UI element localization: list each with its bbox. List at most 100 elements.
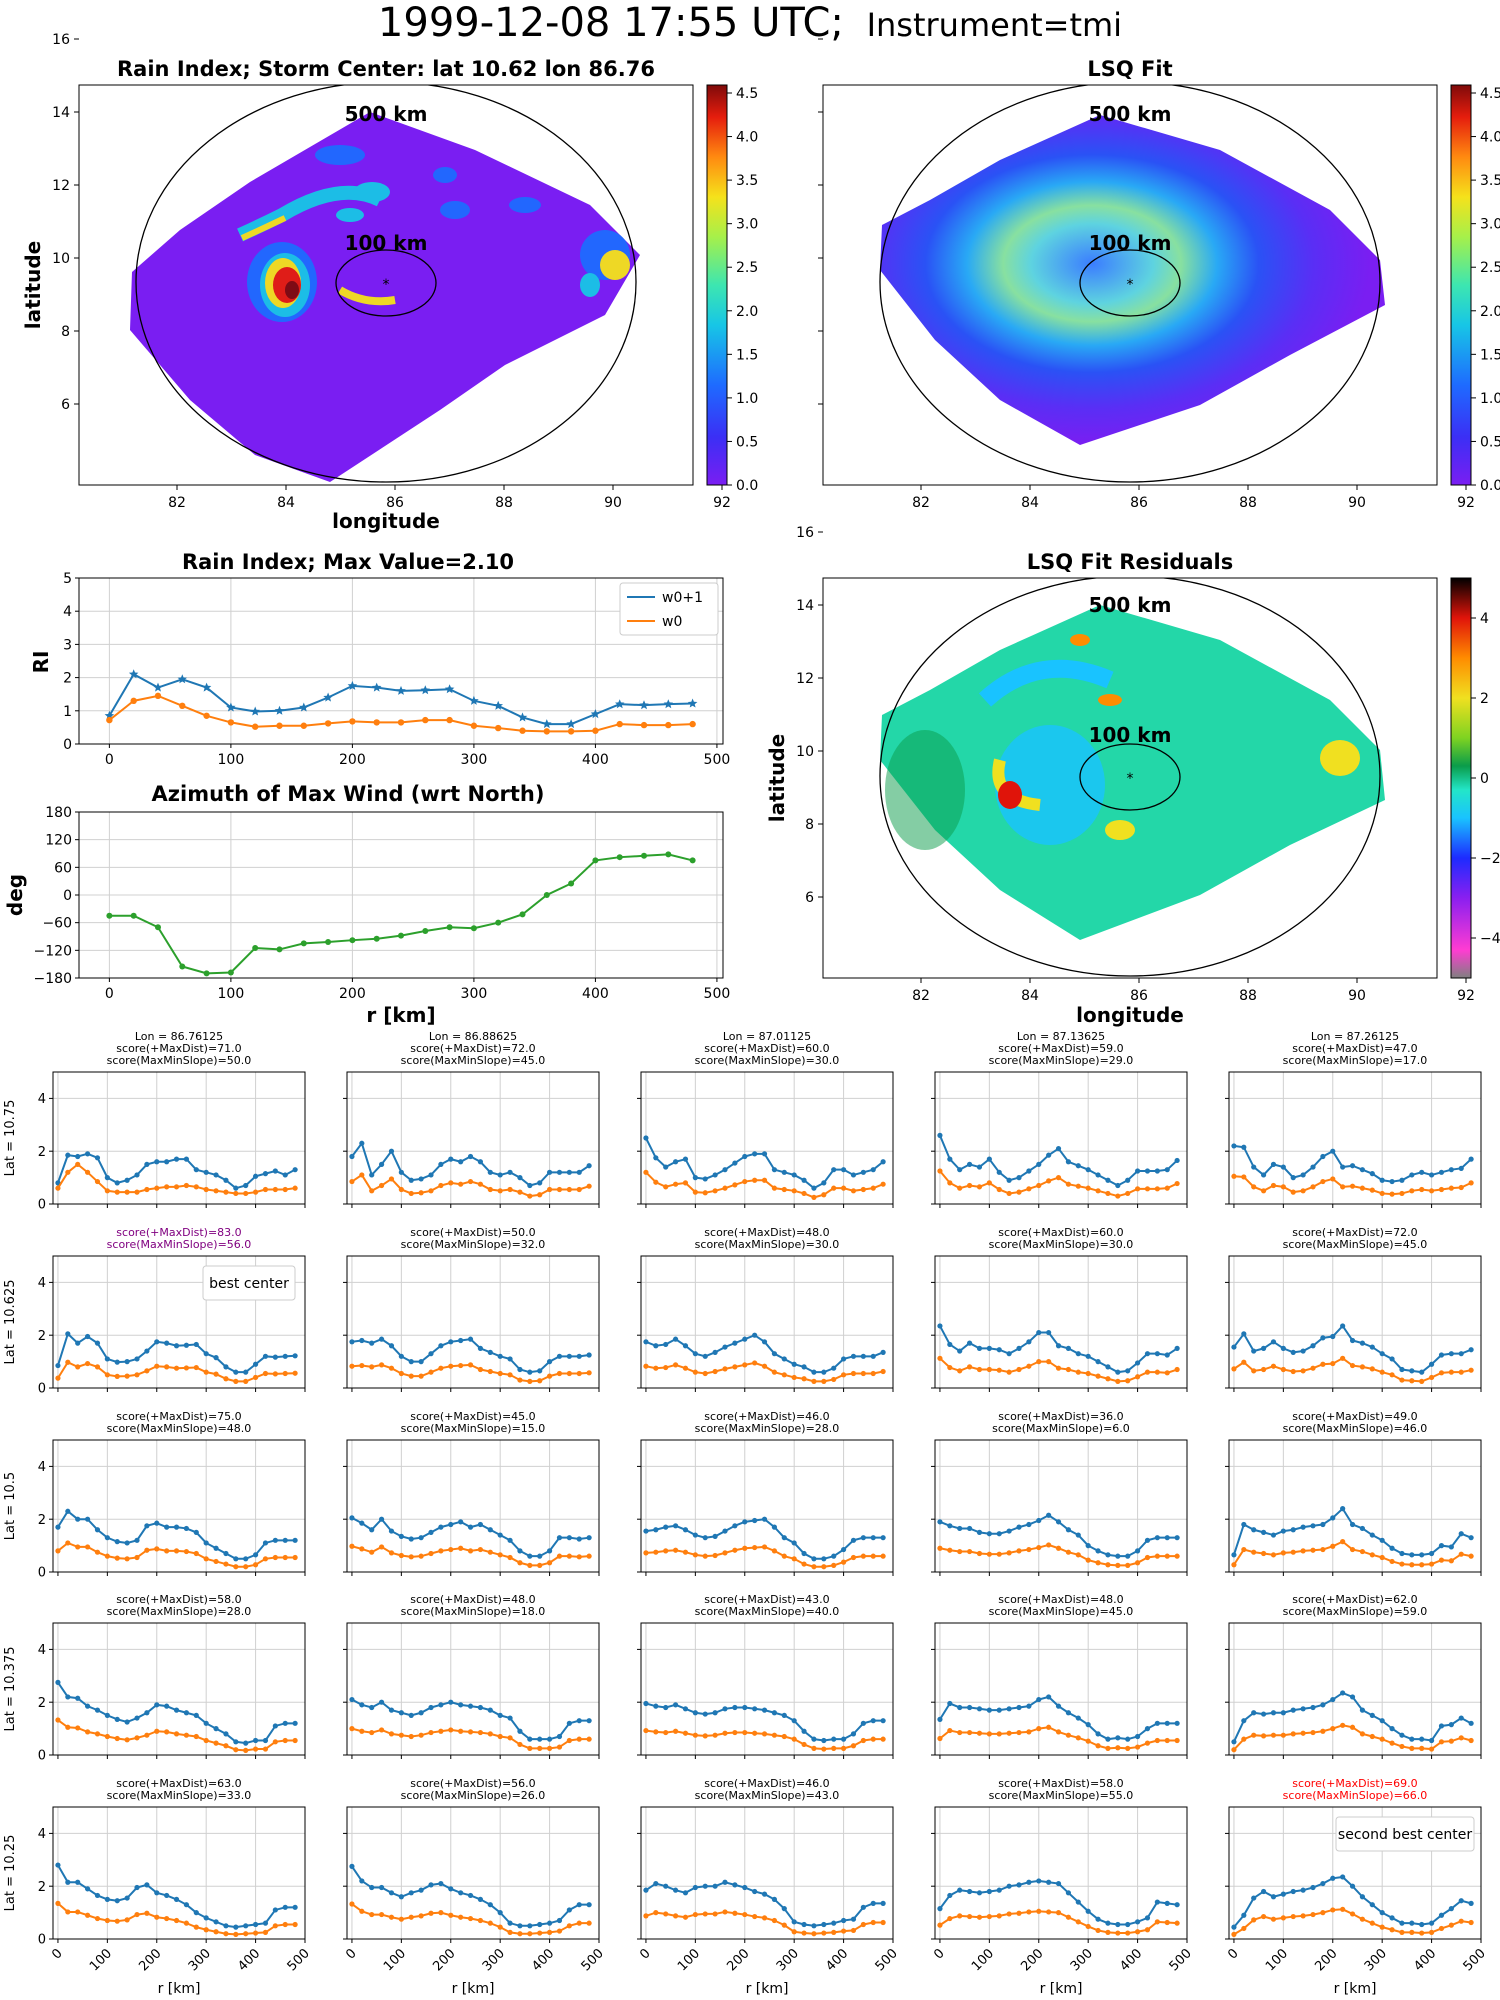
grid-score-maxminslope: score(MaxMinSlope)=40.0 [695, 1605, 840, 1618]
series-marker [643, 1135, 649, 1141]
series-marker [272, 1354, 278, 1360]
series-marker [65, 1909, 71, 1915]
series-marker [840, 1559, 847, 1565]
series-marker [378, 1161, 385, 1167]
map-y-tick-label: 8 [805, 817, 814, 833]
series-marker [164, 1729, 170, 1735]
series-marker [860, 1553, 866, 1559]
series-marker [957, 1729, 963, 1736]
x-tick-label: 300 [461, 752, 488, 768]
series-marker [1290, 1175, 1296, 1181]
plot-area [347, 1256, 599, 1388]
series-marker [1310, 1884, 1316, 1891]
series-marker [1085, 1185, 1091, 1191]
series-marker [1016, 1175, 1022, 1181]
series-marker [203, 1540, 209, 1546]
y-tick-label: 4 [63, 604, 72, 620]
series-marker [692, 1351, 698, 1357]
series-marker [537, 1180, 543, 1186]
series-marker [682, 1706, 689, 1712]
series-marker [420, 685, 431, 695]
series-marker [203, 1927, 209, 1933]
grid-column-lon-label: Lon = 87.13625 [1017, 1030, 1105, 1043]
series-marker [154, 1546, 160, 1552]
map-x-tick-label: 82 [168, 495, 186, 511]
series-marker [282, 1370, 288, 1377]
series-marker [1280, 1891, 1286, 1897]
series-marker [986, 1366, 992, 1373]
series-marker [1174, 1720, 1180, 1726]
grid-score-maxdist: score(+MaxDist)=49.0 [1292, 1410, 1417, 1423]
series-marker [1340, 1184, 1346, 1190]
series-marker [233, 1739, 239, 1745]
series-marker [546, 1736, 553, 1742]
series-marker [227, 969, 234, 976]
series-marker [1280, 1528, 1286, 1534]
series-marker [183, 1342, 190, 1348]
series-marker [233, 1556, 239, 1562]
series-marker [752, 1360, 758, 1366]
series-marker [1065, 1890, 1072, 1896]
grid-score-maxminslope: score(MaxMinSlope)=66.0 [1283, 1789, 1428, 1802]
series-marker [702, 1911, 708, 1917]
series-marker [986, 1551, 992, 1557]
series-marker [831, 1736, 837, 1742]
grid-score-maxdist: score(+MaxDist)=63.0 [116, 1777, 241, 1790]
series-marker [1006, 1883, 1012, 1889]
series-marker [870, 1167, 876, 1173]
series-marker [458, 1545, 464, 1551]
series-marker [422, 927, 429, 934]
series-marker [173, 1707, 180, 1713]
series-marker [791, 1361, 797, 1367]
series-marker [448, 1727, 454, 1733]
plot-frame [640, 1806, 894, 1940]
series-marker [742, 1336, 748, 1342]
series-marker [1290, 1549, 1296, 1555]
series-marker [1330, 1726, 1336, 1732]
series-marker [154, 1914, 160, 1920]
grid-score-maxdist: score(+MaxDist)=59.0 [998, 1042, 1123, 1055]
series-marker [378, 1182, 385, 1189]
series-marker [388, 1176, 395, 1182]
series-marker [722, 1366, 728, 1372]
series-marker [1164, 1185, 1170, 1191]
series-marker [487, 1368, 493, 1375]
series-marker [252, 1173, 259, 1179]
series-marker [369, 1729, 375, 1736]
series-marker [213, 1558, 219, 1565]
series-marker [1260, 1913, 1267, 1920]
series-marker [702, 1535, 708, 1541]
series-marker [1134, 1733, 1141, 1740]
grid-score-maxminslope: score(MaxMinSlope)=45.0 [1283, 1238, 1428, 1251]
series-marker [1409, 1378, 1415, 1384]
colorbar-tick-label: 2.0 [1480, 304, 1500, 320]
series-marker [1055, 1545, 1062, 1551]
series-marker [1105, 1745, 1111, 1751]
map-x-tick-label: 86 [386, 495, 404, 511]
series-marker [1349, 1883, 1356, 1889]
series-marker [1006, 1911, 1012, 1917]
series-marker [546, 1920, 553, 1926]
grid-cell: score(+MaxDist)=62.0score(MaxMinSlope)=5… [1225, 1593, 1482, 1759]
grid-cell: score(+MaxDist)=46.0score(MaxMinSlope)=4… [637, 1777, 901, 1997]
series-marker [517, 1189, 523, 1195]
series-marker [1330, 1696, 1336, 1703]
series-marker [1125, 1736, 1131, 1742]
series-marker [203, 1186, 209, 1193]
series-marker [378, 1336, 385, 1342]
series-marker [193, 1167, 199, 1173]
series-marker [976, 1345, 983, 1351]
series-marker [130, 912, 137, 919]
series-marker [154, 1520, 160, 1526]
series-marker [1438, 1352, 1445, 1358]
series-marker [349, 1543, 355, 1549]
series-marker [276, 722, 283, 729]
x-tick-label: 400 [1411, 1946, 1439, 1974]
series-marker [1359, 1707, 1366, 1713]
y-tick-label: 5 [63, 571, 72, 587]
series-marker [1399, 1920, 1405, 1926]
series-marker [771, 1710, 778, 1716]
series-marker [349, 1339, 355, 1345]
series-marker [752, 1517, 758, 1524]
series-marker [84, 1544, 91, 1550]
